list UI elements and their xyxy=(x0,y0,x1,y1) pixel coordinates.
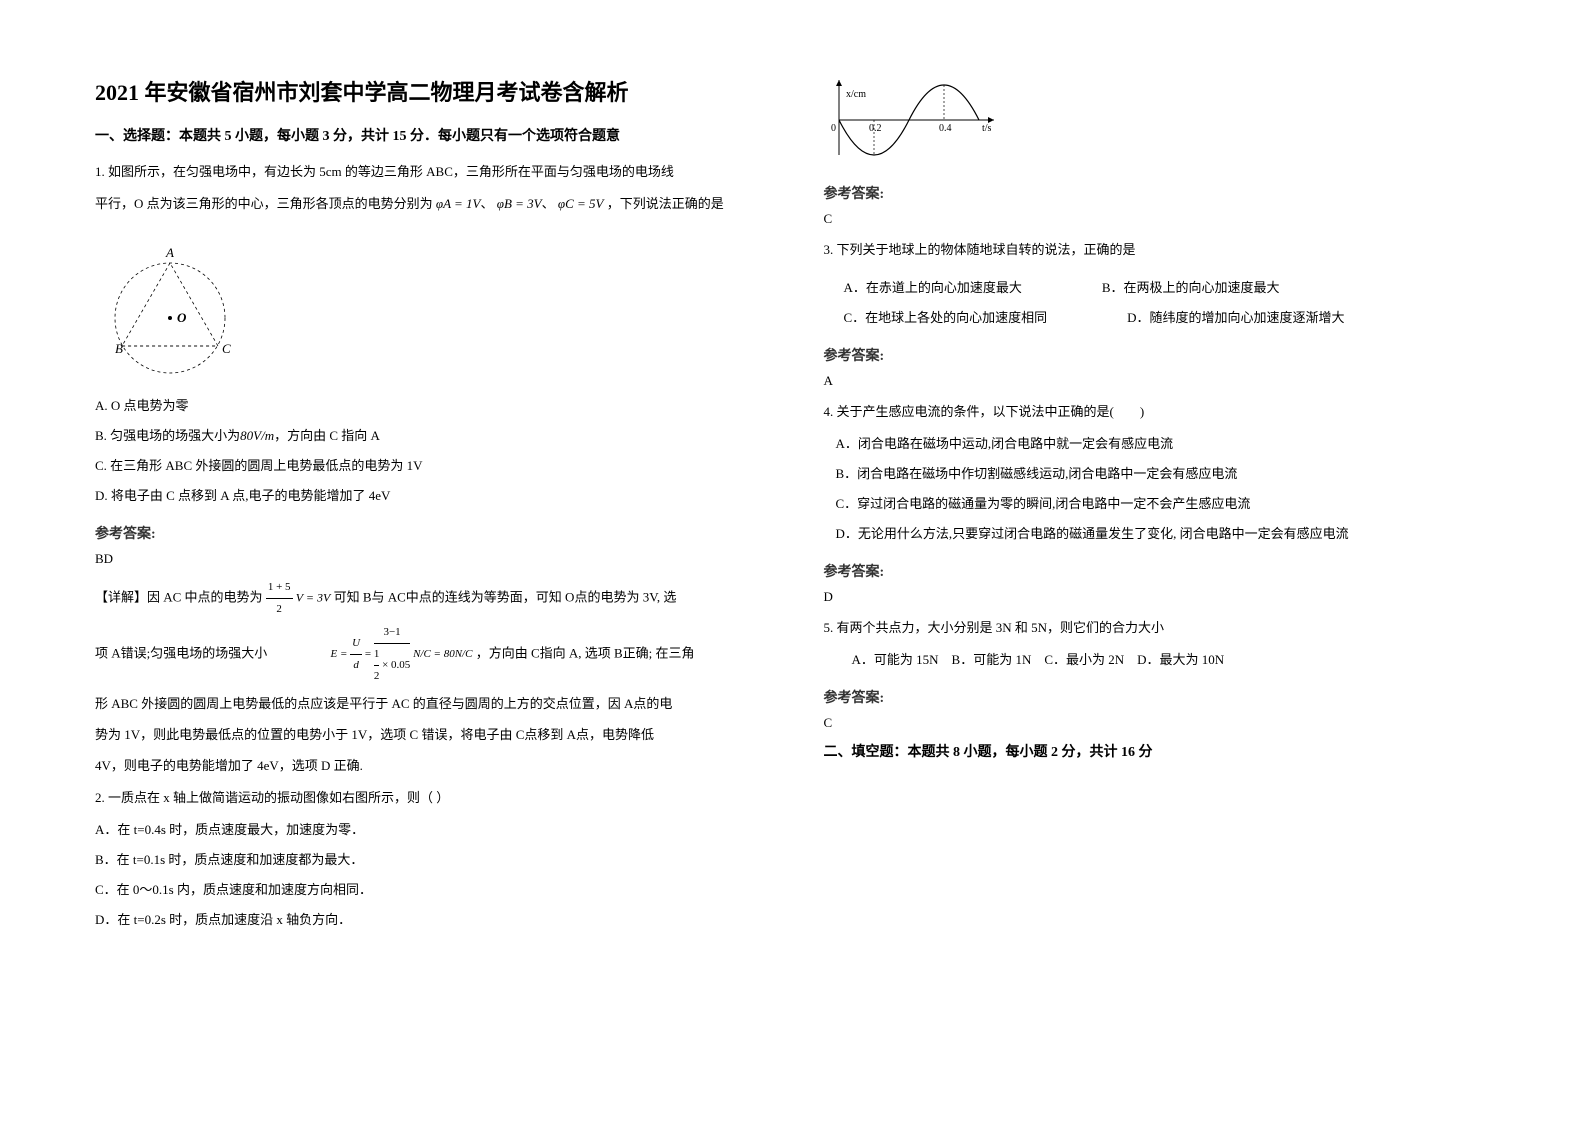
q1-exp-line5: 4V，则电子的电势能增加了 4eV，选项 D 正确. xyxy=(95,754,764,779)
triangle-figure: A B C O xyxy=(95,233,245,383)
q5-stem: 5. 有两个共点力，大小分别是 3N 和 5N，则它们的合力大小 xyxy=(824,615,1493,641)
wave-x2: 0.4 xyxy=(939,123,952,134)
q1-answer-label: 参考答案: xyxy=(95,523,764,543)
q1-optA: A. O 点电势为零 xyxy=(95,393,764,419)
q1-phiC: φC = 5V xyxy=(558,196,604,211)
q2-optD: D．在 t=0.2s 时，质点加速度沿 x 轴负方向． xyxy=(95,907,764,933)
q2-optA: A．在 t=0.4s 时，质点速度最大，加速度为零． xyxy=(95,817,764,843)
q1-stem-line1: 1. 如图所示，在匀强电场中，有边长为 5cm 的等边三角形 ABC，三角形所在… xyxy=(95,159,764,185)
section1-header: 一、选择题：本题共 5 小题，每小题 3 分，共计 15 分．每小题只有一个选项… xyxy=(95,125,764,145)
q1-optD: D. 将电子由 C 点移到 A 点,电子的电势能增加了 4eV xyxy=(95,483,764,509)
q4-optC: C．穿过闭合电路的磁通量为零的瞬间,闭合电路中一定不会产生感应电流 xyxy=(824,491,1493,517)
q2-optC: C．在 0～0.1s 内，质点速度和加速度方向相同． xyxy=(95,877,764,903)
q1-optB-post: ，方向由 C 指向 A xyxy=(274,428,380,443)
q1-exp2-pre: 项 A错误;匀强电场的场强大小 xyxy=(95,645,271,660)
q1-answer: BD xyxy=(95,551,764,567)
wave-figure: x/cm 0 0.2 0.4 t/s xyxy=(824,75,1004,165)
right-column: x/cm 0 0.2 0.4 t/s 参考答案: C 3. 下列关于地球上的物体… xyxy=(824,75,1493,1047)
q1-optB: B. 匀强电场的场强大小为80V/m，方向由 C 指向 A xyxy=(95,423,764,449)
q5-optC: C．最小为 2N xyxy=(1044,652,1124,667)
wave-xlabel: t/s xyxy=(982,123,992,134)
q3-row1: A．在赤道上的向心加速度最大 B．在两极上的向心加速度最大 xyxy=(824,275,1493,301)
triangle-label-b: B xyxy=(115,341,123,356)
q1-stem-line2: 平行，O 点为该三角形的中心，三角形各顶点的电势分别为 φA = 1V、 φB … xyxy=(95,191,764,217)
q5-optD: D．最大为 10N xyxy=(1137,652,1224,667)
q2-optB: B．在 t=0.1s 时，质点速度和加速度都为最大． xyxy=(95,847,764,873)
q2-answer: C xyxy=(824,211,1493,227)
q3-stem: 3. 下列关于地球上的物体随地球自转的说法，正确的是 xyxy=(824,237,1493,263)
q3-optD: D．随纬度的增加向心加速度逐渐增大 xyxy=(1127,305,1344,331)
q5-optB: B．可能为 1N xyxy=(952,652,1032,667)
q1-exp1-post: 可知 B与 AC中点的连线为等势面，可知 O点的电势为 3V, 选 xyxy=(334,589,677,604)
q4-answer-label: 参考答案: xyxy=(824,561,1493,581)
q1-exp-line4: 势为 1V，则此电势最低点的位置的电势小于 1V，选项 C 错误，将电子由 C点… xyxy=(95,723,764,748)
q1-exp-line1: 【详解】因 AC 中点的电势为 1 + 5 2 V = 3V 可知 B与 AC中… xyxy=(95,577,764,620)
q4-answer: D xyxy=(824,589,1493,605)
triangle-label-o: O xyxy=(177,310,187,325)
wave-x1: 0.2 xyxy=(869,123,882,134)
q1-stem2-tail: ，下列说法正确的是 xyxy=(607,196,724,211)
q4-stem: 4. 关于产生感应电流的条件，以下说法中正确的是( ) xyxy=(824,399,1493,425)
q3-answer-label: 参考答案: xyxy=(824,345,1493,365)
wave-ylabel: x/cm xyxy=(846,89,866,100)
q3-answer: A xyxy=(824,373,1493,389)
q1-exp1-pre: 【详解】因 AC 中点的电势为 xyxy=(95,589,266,604)
left-column: 2021 年安徽省宿州市刘套中学高二物理月考试卷含解析 一、选择题：本题共 5 … xyxy=(95,75,764,1047)
q4-optD: D．无论用什么方法,只要穿过闭合电路的磁通量发生了变化, 闭合电路中一定会有感应… xyxy=(824,521,1493,547)
q2-answer-label: 参考答案: xyxy=(824,183,1493,203)
q3-optA: A．在赤道上的向心加速度最大 xyxy=(844,275,1022,301)
q1-exp-line2: 项 A错误;匀强电场的场强大小 E = U d = 3−1 12 × 0.05 … xyxy=(95,622,764,687)
q3-optB: B．在两极上的向心加速度最大 xyxy=(1102,275,1280,301)
q1-phiA: φA = 1V xyxy=(436,196,481,211)
q1-optC: C. 在三角形 ABC 外接圆的圆周上电势最低点的电势为 1V xyxy=(95,453,764,479)
q2-stem: 2. 一质点在 x 轴上做简谐运动的振动图像如右图所示，则（ ） xyxy=(95,785,764,811)
q1-exp-line3: 形 ABC 外接圆的圆周上电势最低的点应该是平行于 AC 的直径与圆周的上方的交… xyxy=(95,692,764,717)
q1-stem2-pre: 平行，O 点为该三角形的中心，三角形各顶点的电势分别为 xyxy=(95,196,433,211)
q4-optB: B．闭合电路在磁场中作切割磁感线运动,闭合电路中一定会有感应电流 xyxy=(824,461,1493,487)
exam-title: 2021 年安徽省宿州市刘套中学高二物理月考试卷含解析 xyxy=(95,75,764,107)
q1-optB-pre: B. 匀强电场的场强大小为 xyxy=(95,428,240,443)
triangle-label-c: C xyxy=(222,341,231,356)
q5-options: A．可能为 15N B．可能为 1N C．最小为 2N D．最大为 10N xyxy=(824,647,1493,673)
triangle-label-a: A xyxy=(165,245,174,260)
q3-row2: C．在地球上各处的向心加速度相同 D．随纬度的增加向心加速度逐渐增大 xyxy=(824,305,1493,331)
q1-phiB: φB = 3V xyxy=(497,196,542,211)
wave-origin: 0 xyxy=(831,123,836,134)
q4-optA: A．闭合电路在磁场中运动,闭合电路中就一定会有感应电流 xyxy=(824,431,1493,457)
q1-exp2-post: ，方向由 C指向 A, 选项 B正确; 在三角 xyxy=(476,645,695,660)
q3-optC: C．在地球上各处的向心加速度相同 xyxy=(844,305,1048,331)
q1-optB-val: 80V/m xyxy=(240,428,274,443)
q5-answer: C xyxy=(824,715,1493,731)
q5-answer-label: 参考答案: xyxy=(824,687,1493,707)
section2-header: 二、填空题：本题共 8 小题，每小题 2 分，共计 16 分 xyxy=(824,741,1493,761)
q5-optA: A．可能为 15N xyxy=(852,652,939,667)
